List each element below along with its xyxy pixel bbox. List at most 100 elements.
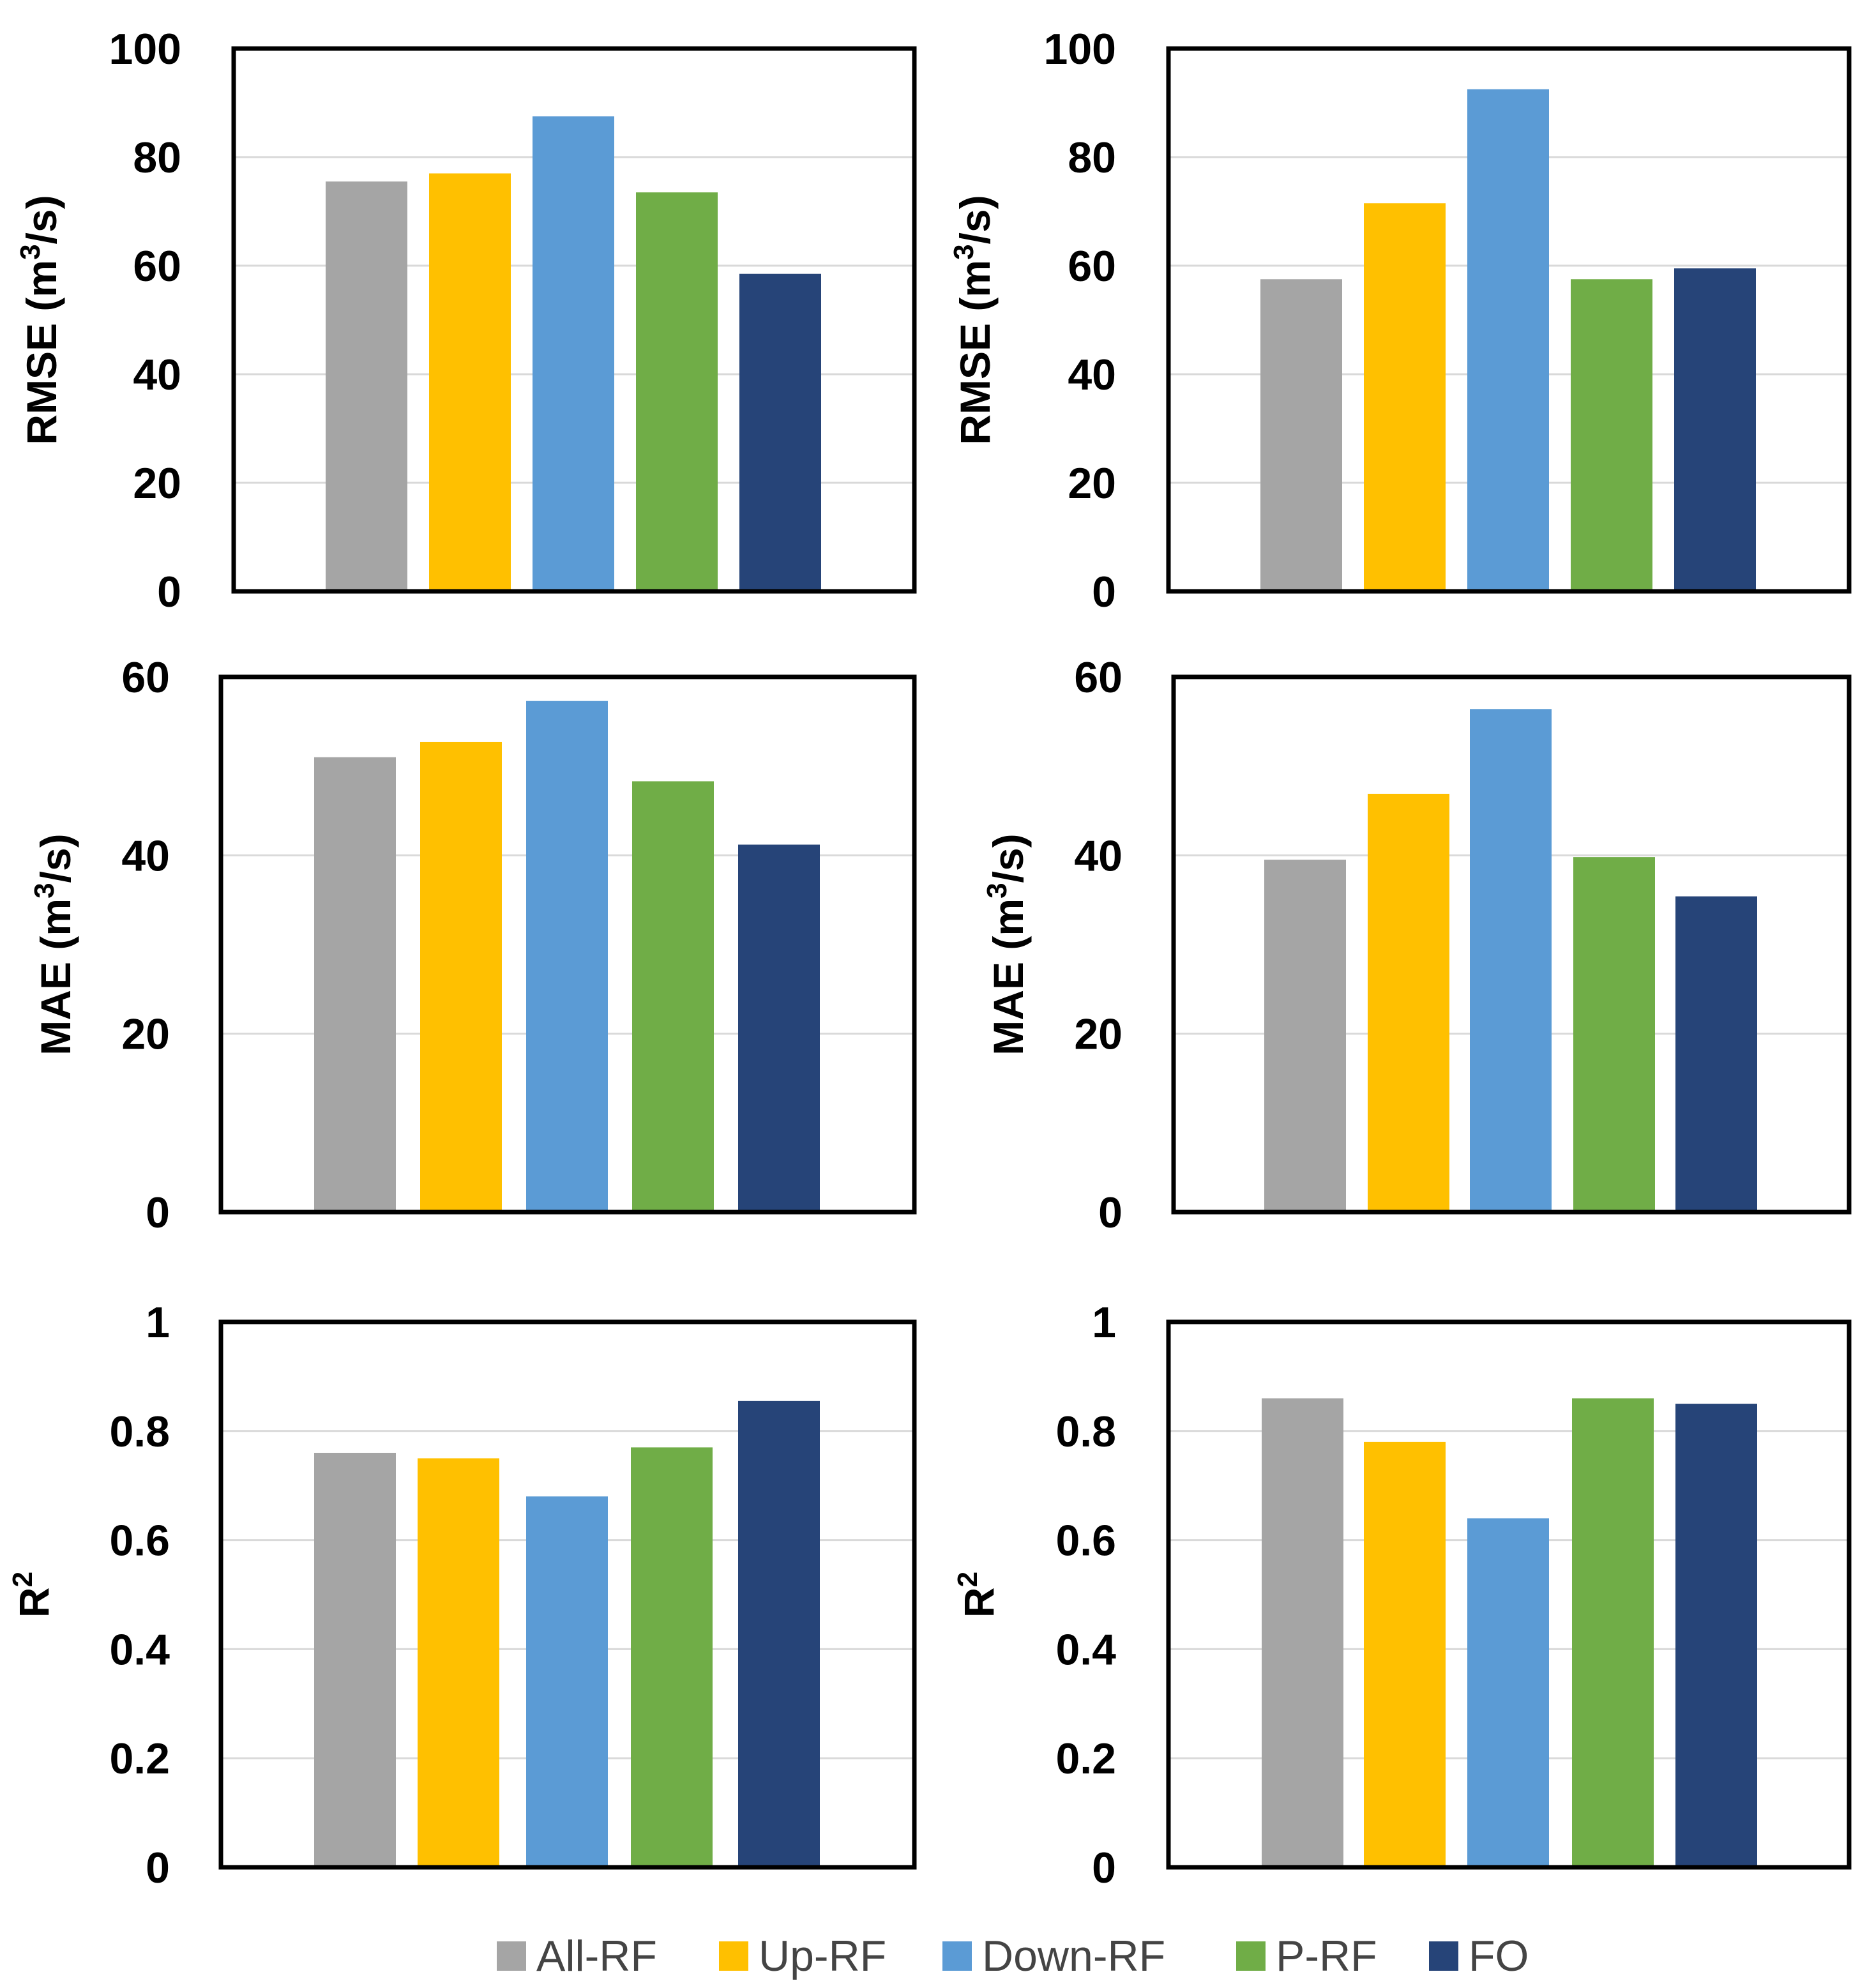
y-axis-label: RMSE (m3/s) — [948, 195, 999, 444]
y-tick-label: 40 — [1068, 351, 1116, 399]
plot-frame — [1166, 46, 1852, 594]
plot-frame — [1171, 674, 1852, 1215]
bar-fo — [738, 1400, 820, 1867]
y-axis-label-sup: 3 — [15, 244, 46, 259]
y-axis-label-tail: /s) — [951, 195, 999, 244]
bar-fo — [739, 273, 821, 591]
y-axis-label-sup: 2 — [7, 1572, 38, 1587]
y-tick-label: 40 — [1074, 831, 1122, 880]
y-axis-label: MAE (m3/s) — [981, 833, 1032, 1055]
legend-swatch — [942, 1941, 972, 1971]
bar-p-rf — [1573, 857, 1655, 1212]
chart-panel-6: 0 0.2 0.4 0.6 0.8 1 R2 — [952, 1298, 1852, 1892]
y-axis-label-tail: /s) — [985, 833, 1032, 883]
y-tick-label: 0.4 — [109, 1625, 170, 1674]
y-axis-label-main: R — [955, 1587, 1002, 1618]
y-tick-label: 60 — [1074, 653, 1122, 702]
y-tick-label: 20 — [133, 459, 181, 508]
y-tick-label: 60 — [133, 242, 181, 291]
bar-down-rf — [1467, 89, 1549, 591]
y-axis-label-sup: 3 — [948, 244, 979, 259]
bar-all-rf — [1264, 860, 1346, 1212]
plot-frame — [1166, 1319, 1852, 1870]
y-tick-label: 0.2 — [1055, 1734, 1116, 1783]
y-tick-label: 0 — [1098, 1188, 1122, 1237]
bar-fo — [1675, 896, 1757, 1212]
y-axis-label: R2 — [7, 1572, 57, 1618]
bar-all-rf — [314, 1452, 396, 1867]
bar-p-rf — [636, 192, 718, 591]
y-tick-label: 20 — [1068, 459, 1116, 508]
y-tick-label: 0.8 — [1055, 1408, 1116, 1456]
legend-swatch — [1429, 1941, 1458, 1971]
bar-all-rf — [1260, 279, 1342, 591]
y-tick-label: 0 — [1092, 1844, 1116, 1892]
y-axis-label-main: RMSE (m — [18, 260, 65, 445]
bar-up-rf — [1364, 1441, 1446, 1867]
legend-item-p-rf: P-RF — [1236, 1932, 1377, 1980]
bar-down-rf — [526, 1496, 608, 1867]
bar-fo — [1674, 268, 1756, 591]
y-tick-label: 0 — [1092, 568, 1116, 616]
bar-up-rf — [1368, 793, 1449, 1212]
y-tick-label: 1 — [146, 1298, 170, 1347]
y-tick-label: 40 — [121, 831, 170, 880]
legend-item-down-rf: Down-RF — [942, 1932, 1165, 1980]
y-axis-label-main: MAE (m — [32, 899, 79, 1056]
legend-swatch — [1236, 1941, 1266, 1971]
bar-all-rf — [314, 757, 396, 1212]
y-axis-label-main: MAE (m — [985, 899, 1032, 1056]
y-tick-label: 60 — [1068, 242, 1116, 291]
y-tick-label: 20 — [1074, 1010, 1122, 1059]
legend-label: Down-RF — [982, 1932, 1165, 1980]
y-tick-label: 40 — [133, 351, 181, 399]
y-tick-label: 100 — [1044, 25, 1116, 73]
y-tick-label: 0.4 — [1055, 1625, 1116, 1674]
y-tick-label: 0 — [146, 1844, 170, 1892]
y-axis-label-sup: 3 — [981, 883, 1013, 898]
bar-p-rf — [1572, 1398, 1654, 1867]
bar-p-rf — [632, 781, 714, 1212]
bar-fo — [1675, 1404, 1757, 1867]
y-axis-label-main: RMSE (m — [951, 260, 999, 445]
chart-panel-4: 0 20 40 60 MAE (m3/s) — [981, 653, 1852, 1237]
y-axis-label-tail: /s) — [18, 195, 65, 244]
bar-down-rf — [533, 116, 614, 591]
y-axis-label: RMSE (m3/s) — [15, 195, 65, 444]
legend-swatch — [497, 1941, 526, 1971]
y-tick-label: 100 — [109, 25, 181, 73]
y-tick-label: 0.8 — [109, 1408, 170, 1456]
chart-panel-1: 0 20 40 60 80 100 RMSE (m3/s) — [15, 25, 917, 616]
legend: All-RF Up-RF Down-RF P-RF FO — [497, 1932, 1529, 1980]
bar-all-rf — [1262, 1398, 1343, 1867]
legend-item-all-rf: All-RF — [497, 1932, 657, 1980]
y-tick-label: 0.6 — [1055, 1517, 1116, 1565]
y-axis-label-sup: 2 — [952, 1572, 983, 1587]
legend-label: P-RF — [1276, 1932, 1377, 1980]
y-axis-label-main: R — [10, 1587, 57, 1618]
legend-label: Up-RF — [759, 1932, 886, 1980]
bar-up-rf — [429, 173, 511, 591]
y-tick-label: 0.6 — [109, 1517, 170, 1565]
y-tick-label: 0 — [146, 1188, 170, 1237]
legend-label: FO — [1469, 1932, 1529, 1980]
bar-up-rf — [1364, 203, 1446, 591]
bar-up-rf — [420, 741, 502, 1212]
y-tick-label: 80 — [133, 133, 181, 182]
y-axis-label-sup: 3 — [29, 883, 60, 898]
bar-down-rf — [1470, 709, 1552, 1212]
chart-panel-2: 0 20 40 60 80 100 RMSE (m3/s) — [948, 25, 1852, 616]
y-axis-label-tail: /s) — [32, 833, 79, 883]
legend-item-fo: FO — [1429, 1932, 1529, 1980]
y-tick-label: 1 — [1092, 1298, 1116, 1347]
bar-up-rf — [418, 1458, 499, 1867]
legend-label: All-RF — [536, 1932, 657, 1980]
legend-swatch — [719, 1941, 748, 1971]
plot-frame — [218, 1319, 917, 1870]
y-tick-label: 80 — [1068, 133, 1116, 182]
y-tick-label: 60 — [121, 653, 170, 702]
y-axis-label: R2 — [952, 1572, 1002, 1618]
y-tick-label: 20 — [121, 1010, 170, 1059]
